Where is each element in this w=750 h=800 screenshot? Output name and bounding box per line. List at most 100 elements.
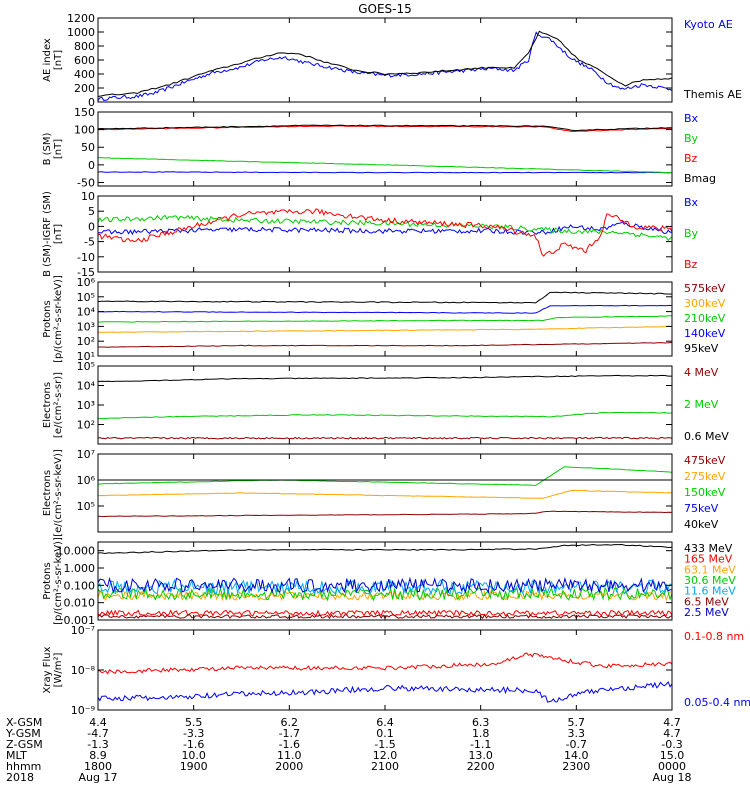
- panel-xray: 0.1-0.8 nm 0.05-0.4 nm 10⁻⁹ 10⁻⁸ 10⁻⁷ Xray Fl…: [42, 624, 750, 717]
- legend-pro2-0: 433 MeV: [684, 542, 733, 555]
- series-ele1-2: [98, 374, 672, 383]
- xaxis-value-2-2: -1.6: [279, 738, 300, 751]
- ytick-label-bsm-1: 0: [88, 159, 95, 172]
- ylabel-bsm-0: B (SM): [42, 132, 53, 165]
- ylabel-pro1-0: Protons: [42, 300, 53, 337]
- series-pro1-3: [98, 304, 672, 314]
- ytick-label-pro2-3: 1.000: [64, 562, 96, 575]
- legend-ele2-2: 150keV: [684, 486, 726, 499]
- ytick-label-pro2-1: 0.010: [64, 597, 96, 610]
- xaxis-value-1-1: -3.3: [183, 727, 204, 740]
- ytick-label-ele1-1: 10³: [77, 399, 95, 412]
- xaxis-value-3-4: 13.0: [468, 749, 493, 762]
- xaxis-value-2-1: -1.6: [183, 738, 204, 751]
- x-axis-table: X-GSM 4.4 5.5 6.2 6.4 6.3 5.7 4.7Y-GSM -4.7 -3.3-…: [5, 716, 691, 784]
- xaxis-row-label-0: X-GSM: [6, 716, 42, 729]
- xaxis-value-4-0: 1800: [84, 760, 112, 773]
- ylabel-ele1-1: [e/(cm²-s-sr)]: [53, 372, 64, 438]
- ytick-label-pro1-1: 10²: [77, 335, 95, 348]
- ytick-label-xray-1: 10⁻⁸: [71, 664, 96, 677]
- ylabel-bigrf-0: B (SM)-IGRF (SM): [42, 191, 53, 277]
- series-pro2-3: [98, 586, 672, 602]
- legend-ae-0: Kyoto AE: [684, 18, 733, 31]
- ylabel-bsm-1: [nT]: [53, 139, 64, 159]
- legend-bsm-0: Bx: [684, 112, 699, 125]
- series-ele1-1: [98, 411, 672, 420]
- ytick-label-ae-4: 800: [74, 40, 95, 53]
- series-bsm-2: [98, 125, 672, 133]
- ytick-label-ele2-0: 10⁵: [77, 500, 95, 513]
- series-pro1-2: [98, 315, 672, 323]
- ytick-label-pro2-2: 0.100: [64, 579, 96, 592]
- xaxis-value-4-6: 0000: [658, 760, 686, 773]
- xaxis-value-4-1: 1900: [180, 760, 208, 773]
- ylabel-pro2-1: [p/(cm²-s-sr-keV)]: [53, 537, 64, 625]
- legend-bigrf-1: By: [684, 227, 699, 240]
- legend-ele1-2: 0.6 MeV: [684, 430, 729, 443]
- xaxis-value-5-0: Aug 17: [79, 771, 118, 784]
- xaxis-value-0-6: 4.7: [663, 716, 681, 729]
- series-ele2-1: [98, 489, 672, 499]
- xaxis-value-1-2: -1.7: [279, 727, 300, 740]
- xaxis-value-2-4: -1.1: [470, 738, 491, 751]
- ytick-label-pro2-4: 10.000: [57, 545, 96, 558]
- ytick-label-ae-6: 1200: [67, 12, 95, 25]
- ytick-label-bsm-4: 150: [74, 106, 95, 119]
- xaxis-value-3-5: 14.0: [564, 749, 589, 762]
- xaxis-value-4-4: 2200: [467, 760, 495, 773]
- panel-bigrf: Bx By Bz -15 -10 -5 0 5 10 B (SM)-IGRF (SM) [nT]: [42, 190, 699, 279]
- panel-frame-bsm: [97, 111, 673, 187]
- legend-ele1-0: 4 MeV: [684, 366, 719, 379]
- ytick-label-xray-2: 10⁻⁷: [71, 624, 95, 637]
- ytick-label-bigrf-3: 0: [88, 220, 95, 233]
- ytick-label-bsm-3: 100: [74, 124, 95, 137]
- xaxis-value-0-0: 4.4: [89, 716, 107, 729]
- legend-ae-1: Themis AE: [683, 88, 742, 101]
- ytick-label-ele1-3: 10⁵: [77, 360, 95, 373]
- ytick-label-bigrf-1: -10: [77, 251, 95, 264]
- ytick-label-ae-1: 200: [74, 82, 95, 95]
- xaxis-value-2-3: -1.5: [374, 738, 395, 751]
- panel-bsm: Bx By Bz Bmag -50 0 50 100 150 B (SM) [nT]: [42, 106, 716, 190]
- ylabel-pro2-0: Protons: [42, 562, 53, 599]
- panel-ele1: 4 MeV 2 MeV 0.6 MeV 10² 10³ 10⁴ 10⁵ Electrons [e…: [42, 360, 729, 445]
- xaxis-value-1-0: -4.7: [87, 727, 108, 740]
- legend-pro2-6: 2.5 MeV: [684, 606, 729, 619]
- ytick-label-ele1-0: 10²: [77, 419, 95, 432]
- ylabel-ae-0: AE index: [42, 38, 53, 82]
- xaxis-value-4-5: 2300: [562, 760, 590, 773]
- legend-bsm-3: Bmag: [684, 172, 716, 185]
- xaxis-row-label-4: hhmm: [6, 760, 41, 773]
- series-pro2-6: [98, 576, 672, 594]
- ytick-label-pro1-2: 10³: [77, 320, 95, 333]
- xaxis-row-label-3: MLT: [6, 749, 27, 762]
- ytick-label-ae-0: 0: [88, 96, 95, 109]
- legend-ele1-1: 2 MeV: [684, 398, 719, 411]
- series-xray-0: [98, 652, 672, 675]
- xaxis-value-4-2: 2000: [275, 760, 303, 773]
- ytick-label-bigrf-0: -15: [77, 266, 95, 279]
- ytick-label-bigrf-2: -5: [84, 236, 95, 249]
- ylabel-ele2-0: Electrons: [42, 470, 53, 516]
- ytick-label-pro1-0: 10¹: [77, 350, 95, 363]
- ytick-label-ele2-1: 10⁶: [77, 474, 96, 487]
- legend-pro1-4: 95keV: [684, 342, 719, 355]
- ylabel-ele2-1: [e/(cm²-s-sr-keV)]: [53, 449, 64, 537]
- panel-frame-ele2: [97, 453, 673, 533]
- legend-bigrf-0: Bx: [684, 196, 699, 209]
- xaxis-value-0-1: 5.5: [185, 716, 203, 729]
- xaxis-value-1-3: 0.1: [376, 727, 394, 740]
- series-bsm-0: [98, 171, 672, 174]
- xaxis-value-2-0: -1.3: [87, 738, 108, 751]
- xaxis-value-0-3: 6.4: [376, 716, 394, 729]
- xaxis-value-1-5: 3.3: [568, 727, 586, 740]
- legend-bigrf-2: Bz: [684, 258, 698, 271]
- xaxis-value-3-1: 10.0: [181, 749, 206, 762]
- ylabel-ae-1: [nT]: [53, 50, 64, 70]
- series-bigrf-2: [98, 208, 672, 257]
- xaxis-value-3-6: 15.0: [660, 749, 685, 762]
- series-pro1-4: [98, 291, 672, 304]
- legend-bsm-1: By: [684, 132, 699, 145]
